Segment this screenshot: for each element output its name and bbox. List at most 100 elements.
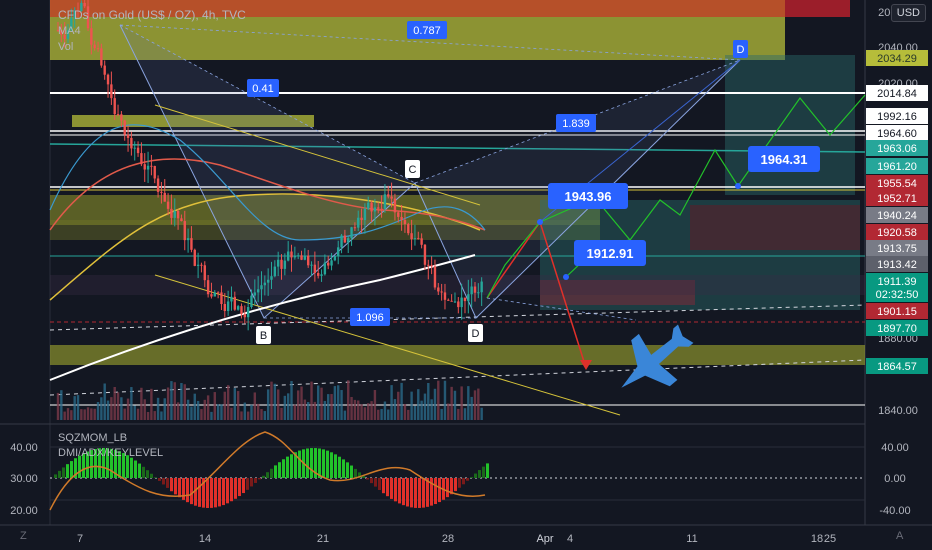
candle-body xyxy=(473,286,477,293)
candle-body xyxy=(193,249,196,266)
volume-bar xyxy=(76,395,80,420)
osc-indicator-sqzmom[interactable]: SQZMOM_LB xyxy=(58,432,128,444)
volume-bar xyxy=(393,399,397,420)
candle-body xyxy=(96,48,100,50)
point-c-label: C xyxy=(409,164,417,176)
price-candles xyxy=(56,0,483,331)
candle-body xyxy=(450,300,453,302)
price-label-bg xyxy=(866,240,928,256)
volume-bar xyxy=(380,408,383,420)
volume-bar xyxy=(280,407,283,420)
price-label: 1913.42 xyxy=(877,259,917,271)
momentum-bar xyxy=(418,478,421,508)
momentum-bar xyxy=(222,478,225,506)
candle-body xyxy=(290,251,293,258)
candle-body xyxy=(156,178,160,192)
volume-bar xyxy=(413,405,417,420)
momentum-bar xyxy=(226,478,229,504)
volume-bar xyxy=(150,388,153,420)
momentum-bar xyxy=(370,478,373,484)
volume-bar xyxy=(193,393,196,420)
candle-body xyxy=(330,260,333,266)
volume-bar xyxy=(313,401,317,420)
candle-body xyxy=(293,256,297,258)
momentum-bar xyxy=(458,478,461,488)
time-tick: 11 xyxy=(686,533,697,545)
volume-bar xyxy=(93,408,96,420)
momentum-bar xyxy=(66,464,69,478)
price-label: 2034.29 xyxy=(877,53,917,65)
momentum-bar xyxy=(330,452,333,478)
point-b: B xyxy=(256,326,271,344)
fib-ratio-labels: 0.787 0.41 1.839 1.096 xyxy=(247,21,596,326)
zoom-toggle[interactable]: Z xyxy=(20,530,27,542)
momentum-bar xyxy=(102,448,105,478)
momentum-bar xyxy=(474,473,477,478)
volume-bar xyxy=(373,390,377,420)
momentum-bar xyxy=(90,450,93,478)
volume-bar xyxy=(166,387,170,420)
momentum-bar xyxy=(150,473,153,478)
volume-bar xyxy=(450,386,453,420)
candle-body xyxy=(353,227,357,229)
momentum-bar xyxy=(78,455,81,478)
time-tick: 7 xyxy=(77,533,83,545)
momentum-bar xyxy=(178,478,181,498)
volume-bar xyxy=(243,402,247,420)
candle-body xyxy=(116,114,120,116)
currency-button[interactable]: USD xyxy=(890,4,926,22)
momentum-bar xyxy=(446,478,449,498)
volume-bar xyxy=(480,407,483,420)
momentum-bar xyxy=(210,478,213,508)
momentum-bar xyxy=(346,462,349,478)
osc-indicator-dmi[interactable]: DMI/ADX/KEYLEVEL xyxy=(58,447,164,459)
volume-bar xyxy=(323,400,327,420)
candle-body xyxy=(213,292,216,297)
volume-bar xyxy=(370,401,373,420)
momentum-bar xyxy=(326,450,329,478)
volume-bar xyxy=(126,398,130,420)
volume-bar xyxy=(447,403,450,420)
candle-body xyxy=(186,238,190,241)
candle-body xyxy=(176,211,180,219)
candle-body xyxy=(160,191,163,193)
candle-body xyxy=(196,264,200,266)
indicator-ma4[interactable]: MA4 xyxy=(58,25,81,37)
price-label-bg xyxy=(866,108,928,124)
momentum-bar xyxy=(182,478,185,500)
candle-body xyxy=(66,30,70,39)
candle-body xyxy=(100,48,103,66)
momentum-bar xyxy=(122,453,125,478)
momentum-bar xyxy=(146,470,149,478)
candle-body xyxy=(343,235,347,243)
volume-bar xyxy=(120,397,123,420)
momentum-bar xyxy=(130,457,133,478)
auto-scale-toggle[interactable]: A xyxy=(896,530,904,542)
candle-body xyxy=(430,265,433,267)
candle-body xyxy=(320,274,323,276)
time-tick: 14 xyxy=(199,533,211,545)
momentum-bar xyxy=(70,461,73,478)
volume-bar xyxy=(363,407,367,420)
candle-body xyxy=(423,244,427,265)
momentum-bar xyxy=(142,466,145,478)
momentum-bar xyxy=(438,478,441,503)
candle-body xyxy=(317,273,320,276)
candle-body xyxy=(367,202,370,209)
candle-body xyxy=(357,217,360,228)
candle-body xyxy=(413,238,417,240)
momentum-bar xyxy=(286,456,289,478)
price-label-bg xyxy=(866,224,928,240)
volume-bar xyxy=(467,386,470,420)
volume-bar xyxy=(173,382,176,420)
momentum-bar xyxy=(98,448,101,478)
indicator-vol[interactable]: Vol xyxy=(58,41,74,53)
candle-body xyxy=(350,227,353,239)
volume-bar xyxy=(403,404,407,420)
volume-bar xyxy=(70,410,73,420)
momentum-bar xyxy=(366,478,369,480)
candle-body xyxy=(150,165,153,167)
momentum-bar xyxy=(462,478,465,485)
momentum-bar xyxy=(434,478,437,505)
